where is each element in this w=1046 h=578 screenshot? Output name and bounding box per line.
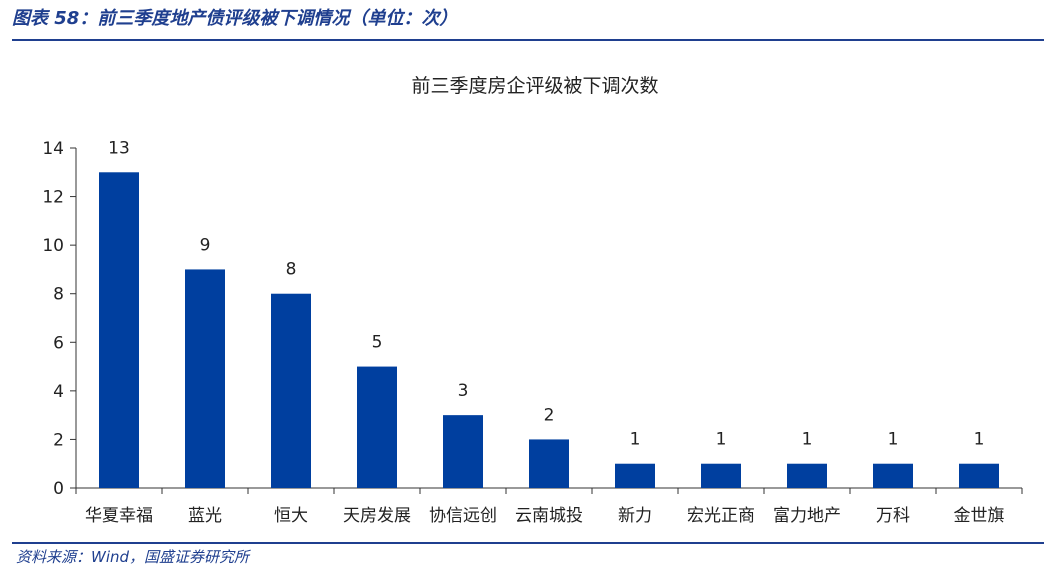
x-tick-label: 协信远创 <box>429 506 497 526</box>
bar <box>185 269 225 488</box>
x-tick-label: 富力地产 <box>773 506 841 526</box>
y-tick-label: 12 <box>42 188 64 208</box>
bar <box>357 366 397 488</box>
y-tick-label: 8 <box>53 285 64 305</box>
x-tick-label: 新力 <box>618 506 652 526</box>
bar <box>873 463 913 488</box>
y-tick-label: 2 <box>53 430 64 450</box>
data-label: 3 <box>458 381 469 401</box>
x-tick-label: 万科 <box>876 506 910 526</box>
x-tick-label: 恒大 <box>274 506 308 526</box>
data-label: 5 <box>372 333 383 353</box>
source-note: 资料来源：Wind，国盛证券研究所 <box>16 548 250 566</box>
data-label: 13 <box>108 138 130 158</box>
data-label: 8 <box>286 260 297 280</box>
bar <box>787 463 827 488</box>
y-tick-label: 10 <box>42 236 64 256</box>
bar <box>529 439 569 488</box>
bar <box>701 463 741 488</box>
data-label: 1 <box>630 430 641 450</box>
bar <box>271 293 311 488</box>
x-tick-label: 金世旗 <box>954 506 1005 526</box>
x-tick-label: 云南城投 <box>515 506 583 526</box>
y-tick-label: 4 <box>53 382 64 402</box>
data-label: 1 <box>974 430 985 450</box>
data-label: 2 <box>544 405 555 425</box>
x-tick-label: 天房发展 <box>343 506 411 526</box>
data-label: 1 <box>716 430 727 450</box>
chart-title: 前三季度房企评级被下调次数 <box>411 75 658 97</box>
y-tick-label: 0 <box>53 479 64 499</box>
x-tick-label: 宏光正商 <box>687 506 755 526</box>
y-tick-label: 14 <box>42 139 64 159</box>
figure-title: 图表 58：前三季度地产债评级被下调情况（单位：次） <box>12 8 458 29</box>
x-tick-label: 华夏幸福 <box>85 506 153 526</box>
data-label: 9 <box>200 235 211 255</box>
bar <box>443 415 483 488</box>
data-label: 1 <box>888 430 899 450</box>
data-label: 1 <box>802 430 813 450</box>
bar <box>959 463 999 488</box>
footer-rule <box>12 542 1044 544</box>
header-rule <box>12 39 1044 41</box>
chart-bars <box>99 172 999 489</box>
bar <box>615 463 655 488</box>
x-tick-label: 蓝光 <box>188 506 222 526</box>
chart-labels: 13 华夏幸福 9 蓝光 8 恒大 5 天房发展 3 协信远创 2 云南城投 1 新力 1 宏光正商 1 富力地产… <box>85 138 1005 526</box>
y-tick-label: 6 <box>53 333 64 353</box>
bar <box>99 172 139 489</box>
